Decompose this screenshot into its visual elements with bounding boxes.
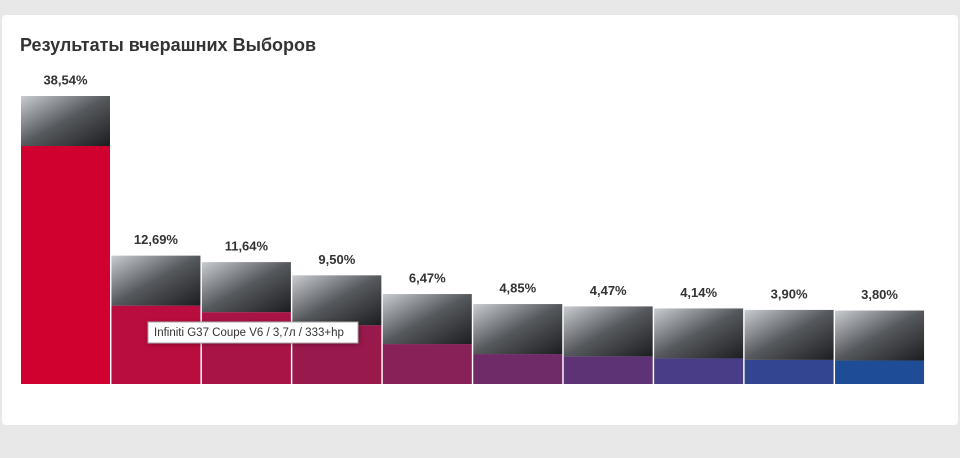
car-photo: [744, 309, 834, 360]
bar: [563, 356, 653, 384]
bar: [473, 354, 563, 384]
car-photo: [201, 262, 291, 313]
car-photo: [835, 310, 925, 361]
bar: [654, 358, 744, 384]
value-label: 3,80%: [861, 287, 898, 302]
car-photo: [473, 304, 563, 355]
value-label: 11,64%: [225, 239, 269, 254]
value-label: 4,85%: [499, 280, 536, 295]
car-photo: [563, 306, 653, 357]
value-label: 4,14%: [680, 285, 717, 300]
bar: [382, 344, 472, 384]
car-photo: [654, 308, 744, 359]
car-photo: [111, 255, 201, 306]
car-photo: [21, 96, 110, 146]
bar: [21, 146, 110, 384]
value-label: 4,47%: [590, 283, 627, 298]
car-photo: [382, 294, 472, 345]
chart-title: Результаты вчерашних Выборов: [20, 35, 316, 55]
value-label: 3,90%: [771, 286, 808, 301]
value-label: 6,47%: [409, 270, 446, 285]
car-photo: [292, 275, 382, 326]
tooltip-box: [147, 321, 359, 344]
bar: [835, 360, 925, 384]
value-label: 12,69%: [134, 232, 179, 247]
bar: [744, 359, 834, 384]
bars: 38,54% 12,69% 11,64% 9,50% 6,47% 4,85% 4,47% 4,…: [21, 72, 925, 384]
bar: [111, 305, 201, 384]
value-label: 9,50%: [318, 252, 355, 267]
value-label: 38,54%: [43, 72, 88, 87]
tooltip-text: Infiniti G37 Coupe V6 / 3,7л / 333+hp: [154, 327, 344, 339]
tooltip: Infiniti G37 Coupe V6 / 3,7л / 333+hp: [147, 321, 359, 344]
